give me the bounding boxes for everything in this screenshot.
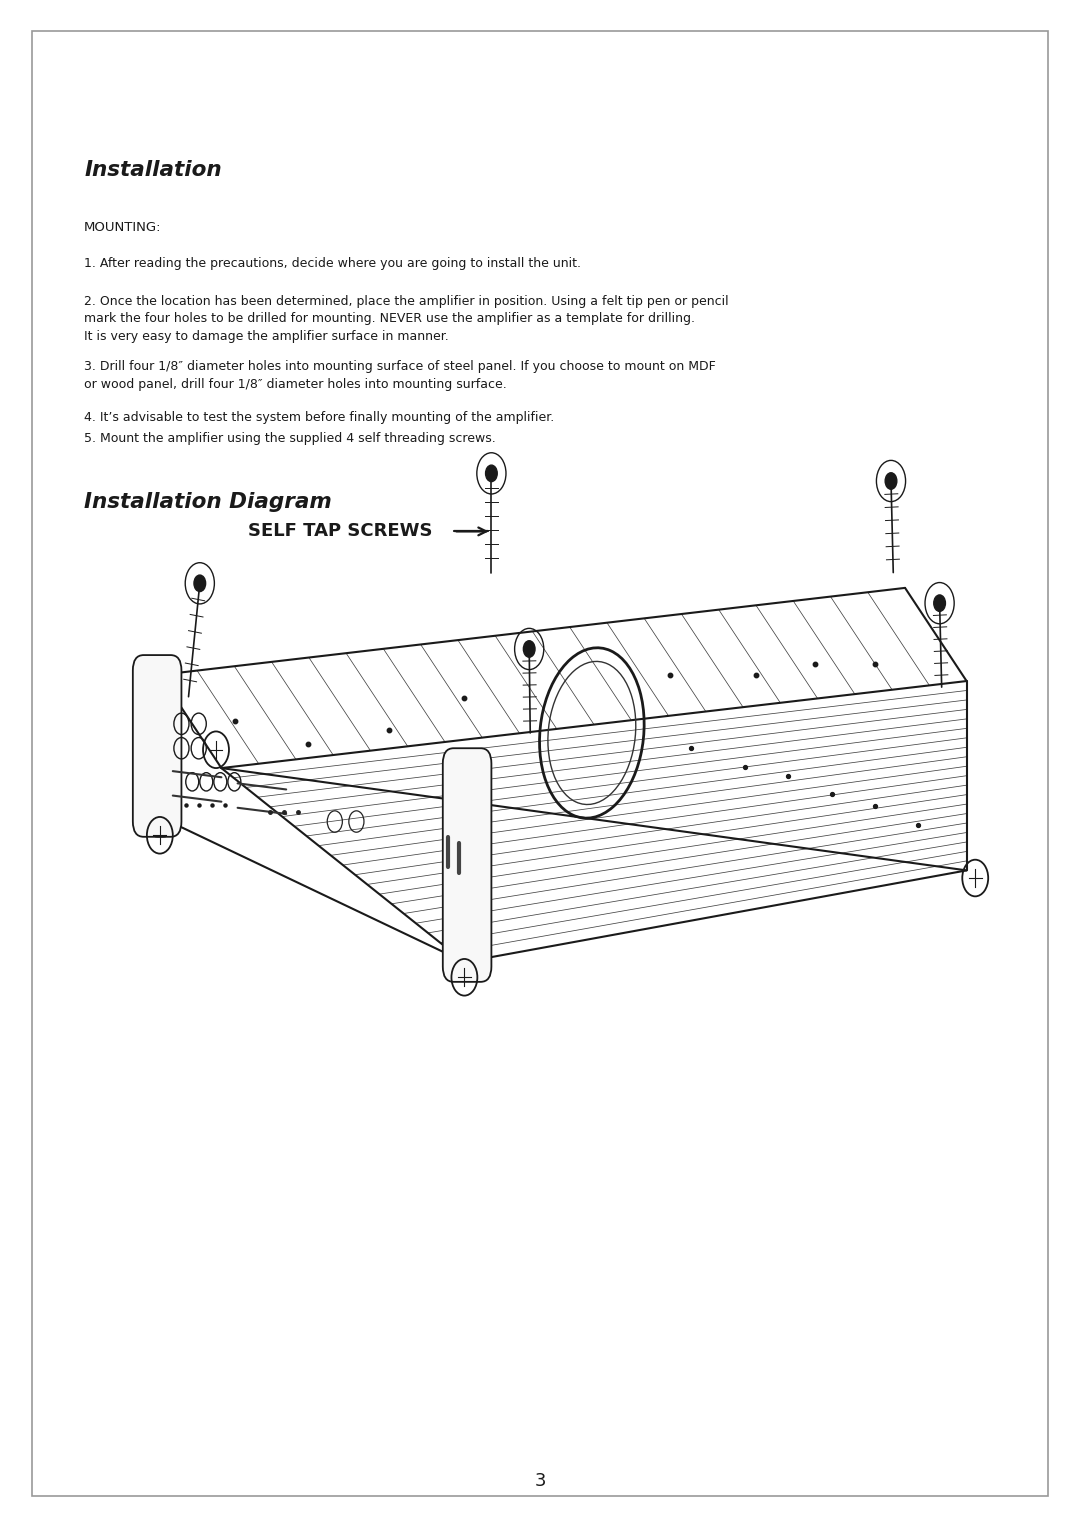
FancyBboxPatch shape xyxy=(133,655,181,837)
Text: 3: 3 xyxy=(535,1472,545,1490)
Text: 3. Drill four 1/8″ diameter holes into mounting surface of steel panel. If you c: 3. Drill four 1/8″ diameter holes into m… xyxy=(84,360,716,391)
FancyBboxPatch shape xyxy=(443,748,491,982)
Circle shape xyxy=(934,596,945,611)
Text: 2. Once the location has been determined, place the amplifier in position. Using: 2. Once the location has been determined… xyxy=(84,295,729,342)
Text: SELF TAP SCREWS: SELF TAP SCREWS xyxy=(248,522,433,541)
Circle shape xyxy=(486,466,497,481)
Text: 1. After reading the precautions, decide where you are going to install the unit: 1. After reading the precautions, decide… xyxy=(84,257,581,270)
Text: MOUNTING:: MOUNTING: xyxy=(84,221,162,235)
Circle shape xyxy=(194,576,205,591)
Circle shape xyxy=(886,473,896,489)
FancyBboxPatch shape xyxy=(149,663,172,837)
Text: Installation: Installation xyxy=(84,160,221,180)
Text: 5. Mount the amplifier using the supplied 4 self threading screws.: 5. Mount the amplifier using the supplie… xyxy=(84,432,496,446)
Text: Installation Diagram: Installation Diagram xyxy=(84,492,332,512)
Text: 4. It’s advisable to test the system before finally mounting of the amplifier.: 4. It’s advisable to test the system bef… xyxy=(84,411,554,425)
Circle shape xyxy=(524,641,535,657)
